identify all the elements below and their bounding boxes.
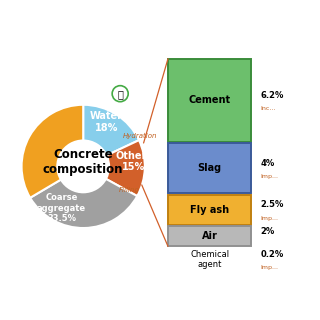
FancyBboxPatch shape [168, 143, 251, 193]
Text: Imp...: Imp... [261, 174, 279, 179]
Text: Coarse
aggregate
33.5%: Coarse aggregate 33.5% [37, 193, 86, 223]
Text: Chemical
agent: Chemical agent [190, 250, 229, 269]
Text: Concrete
composition: Concrete composition [43, 148, 124, 176]
Text: 6.2%: 6.2% [261, 91, 284, 100]
Wedge shape [83, 105, 139, 156]
Text: Slag: Slag [197, 163, 222, 173]
Text: Others
15%: Others 15% [115, 151, 152, 172]
Wedge shape [21, 105, 83, 198]
Text: Fly ash: Fly ash [190, 204, 229, 214]
FancyBboxPatch shape [168, 195, 251, 225]
Text: 2%: 2% [261, 227, 275, 236]
Text: Inc...: Inc... [261, 106, 276, 111]
Text: Hydration: Hydration [123, 132, 158, 139]
Text: Water
18%: Water 18% [90, 111, 123, 133]
Text: 4%: 4% [261, 159, 275, 168]
Text: Imp...: Imp... [261, 216, 279, 220]
Text: Cement: Cement [188, 95, 231, 105]
Text: Filling: Filling [119, 187, 140, 193]
Text: Air: Air [202, 231, 218, 241]
FancyBboxPatch shape [168, 226, 251, 246]
Circle shape [112, 86, 128, 102]
Text: 0.2%: 0.2% [261, 250, 284, 259]
FancyBboxPatch shape [168, 59, 251, 141]
Text: Imp...: Imp... [261, 265, 279, 270]
Text: 2.5%: 2.5% [261, 200, 284, 209]
Wedge shape [106, 140, 145, 196]
Text: 💧: 💧 [117, 89, 123, 99]
Wedge shape [30, 179, 137, 228]
